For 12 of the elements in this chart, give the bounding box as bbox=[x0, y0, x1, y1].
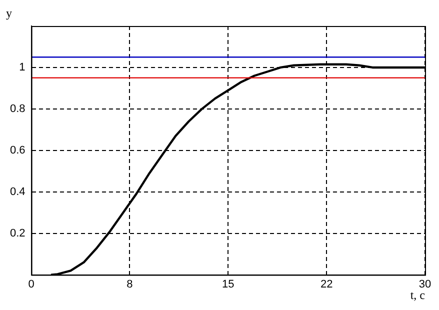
x-tick-label: 30 bbox=[418, 278, 432, 290]
y-tick-label: 1 bbox=[19, 62, 26, 74]
x-tick-label: 8 bbox=[126, 278, 133, 290]
x-tick-label: 0 bbox=[28, 278, 34, 290]
y-tick-label: 0.4 bbox=[10, 186, 26, 198]
x-tick-label: 22 bbox=[320, 278, 333, 290]
x-axis-title: t, c bbox=[410, 288, 425, 302]
y-axis-title: y bbox=[6, 6, 12, 20]
y-tick-label: 0.8 bbox=[10, 102, 26, 115]
x-tick-label: 15 bbox=[222, 278, 234, 290]
y-tick-label: 0.2 bbox=[10, 227, 26, 240]
y-tick-label: 0.6 bbox=[10, 144, 26, 156]
